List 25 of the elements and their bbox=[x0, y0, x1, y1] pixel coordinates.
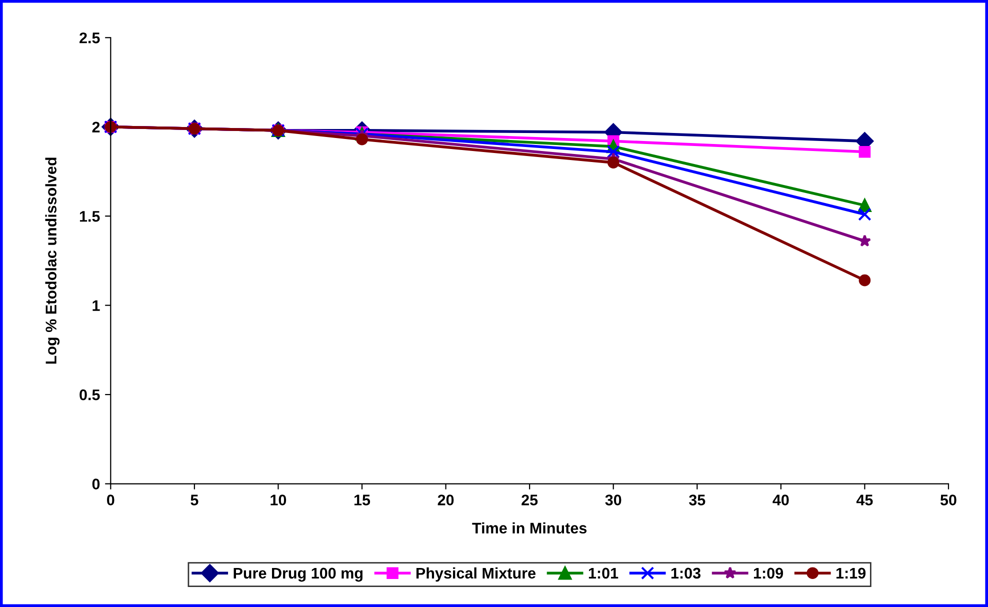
legend-label: 1:19 bbox=[836, 568, 866, 579]
y-tick-label: 1 bbox=[92, 300, 100, 311]
x-tick-label: 50 bbox=[940, 494, 956, 506]
legend-label: 1:09 bbox=[754, 568, 784, 579]
x-tick-label: 25 bbox=[522, 494, 538, 506]
y-tick-label: 1.5 bbox=[80, 211, 100, 222]
x-tick-label: 20 bbox=[438, 494, 454, 506]
y-axis-title: Log % Etodolac undissolved bbox=[45, 158, 60, 364]
legend-label: Pure Drug 100 mg bbox=[234, 568, 362, 582]
x-axis-title: Time in Minutes bbox=[472, 522, 587, 534]
x-tick-label: 10 bbox=[270, 494, 286, 506]
x-tick-label: 30 bbox=[605, 494, 622, 506]
x-tick-label: 40 bbox=[772, 494, 789, 506]
x-tick-label: 5 bbox=[190, 494, 198, 506]
y-tick-label: 0.5 bbox=[80, 389, 100, 400]
x-tick-label: 15 bbox=[354, 494, 370, 506]
y-tick-label: 2.5 bbox=[80, 32, 100, 44]
y-tick-label: 0 bbox=[92, 478, 100, 490]
x-tick-label: 0 bbox=[107, 494, 114, 506]
legend-label: Physical Mixture bbox=[416, 567, 536, 582]
legend-label: 1:01 bbox=[588, 568, 618, 579]
x-tick-label: 45 bbox=[856, 494, 873, 506]
y-tick-label: 2 bbox=[92, 122, 100, 132]
legend-label: 1:03 bbox=[671, 568, 701, 579]
x-tick-label: 35 bbox=[688, 494, 706, 506]
